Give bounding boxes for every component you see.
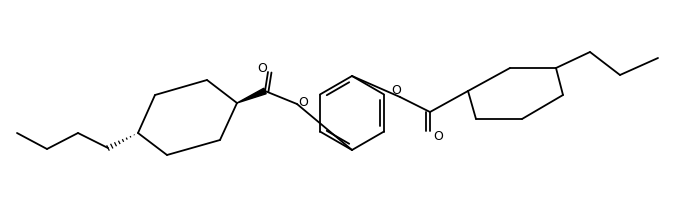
Polygon shape bbox=[237, 88, 266, 103]
Text: O: O bbox=[433, 130, 443, 143]
Text: O: O bbox=[391, 84, 401, 97]
Text: O: O bbox=[298, 96, 308, 109]
Text: O: O bbox=[257, 62, 267, 75]
